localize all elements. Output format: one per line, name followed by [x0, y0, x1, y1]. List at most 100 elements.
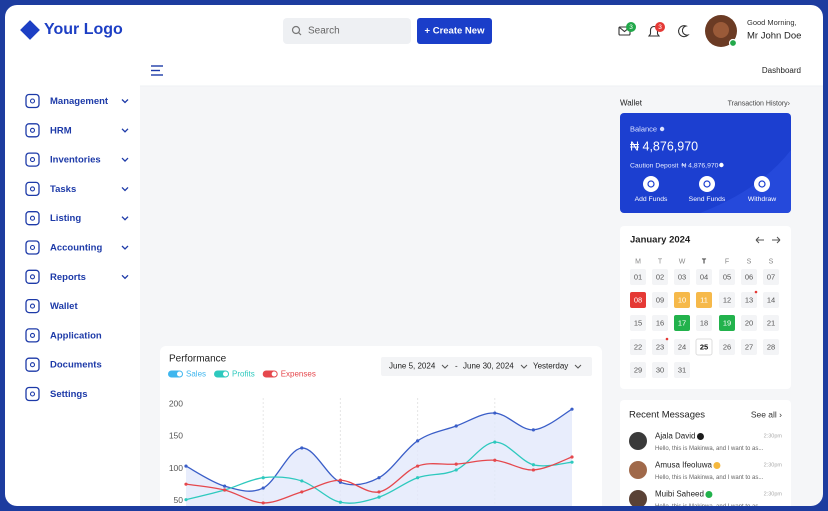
calendar-day-label[interactable]: 04 — [700, 272, 708, 281]
see-all-link[interactable]: See all › — [751, 409, 782, 419]
calendar-day-label[interactable]: 18 — [700, 318, 708, 327]
calendar-day-label[interactable]: 25 — [700, 342, 708, 351]
calendar-day-label[interactable]: 26 — [723, 342, 731, 351]
wallet-action-label[interactable]: Withdraw — [748, 196, 776, 203]
nav-label[interactable]: Reports — [50, 272, 86, 283]
calendar-day[interactable] — [763, 269, 779, 285]
legend-label[interactable]: Expenses — [281, 370, 316, 379]
calendar-day[interactable] — [719, 269, 735, 285]
calendar-day[interactable] — [696, 292, 712, 308]
search-box[interactable] — [283, 18, 411, 44]
calendar-day-label[interactable]: 01 — [634, 272, 642, 281]
message-avatar[interactable] — [629, 432, 647, 450]
calendar-day-label[interactable]: 06 — [745, 272, 753, 281]
nav-icon[interactable] — [25, 269, 40, 284]
nav-label[interactable]: Application — [50, 330, 102, 341]
nav-icon[interactable] — [25, 386, 40, 402]
wallet-action-label[interactable]: Send Funds — [689, 196, 726, 203]
nav-label[interactable]: Accounting — [50, 243, 102, 254]
calendar-day-label[interactable]: 28 — [767, 342, 775, 351]
calendar-day-label[interactable]: 15 — [634, 318, 642, 327]
nav-label[interactable]: Inventories — [50, 155, 101, 166]
calendar-day-label[interactable]: 19 — [723, 318, 731, 327]
message-sender[interactable]: Amusa Ifeoluwa — [655, 461, 712, 470]
calendar-day-label[interactable]: 29 — [634, 365, 642, 374]
calendar-day[interactable] — [763, 292, 779, 308]
wallet-action-label[interactable]: Add Funds — [635, 196, 668, 203]
calendar-day[interactable] — [652, 315, 668, 331]
calendar-day[interactable] — [674, 292, 690, 308]
nav-icon[interactable] — [25, 152, 40, 167]
nav-icon[interactable] — [25, 298, 40, 314]
wallet-action-icon[interactable] — [754, 176, 770, 192]
calendar-day-label[interactable]: 27 — [745, 342, 753, 351]
bell-icon[interactable] — [647, 25, 661, 37]
period[interactable]: Yesterday — [533, 362, 568, 371]
nav-icon[interactable] — [25, 328, 40, 343]
calendar-day-label[interactable]: 16 — [656, 318, 664, 327]
message-sender[interactable]: Muibi Saheed — [655, 490, 704, 499]
calendar-day-label[interactable]: 12 — [723, 295, 731, 304]
calendar-day[interactable] — [696, 315, 712, 331]
transaction-history-link[interactable]: Transaction History› — [728, 100, 791, 107]
nav-label[interactable]: Documents — [50, 360, 102, 371]
calendar-day-label[interactable]: 02 — [656, 272, 664, 281]
calendar-day[interactable] — [696, 269, 712, 285]
calendar-day[interactable] — [763, 339, 779, 355]
calendar-day[interactable] — [763, 315, 779, 331]
visibility-icon[interactable] — [659, 126, 665, 132]
nav-icon[interactable] — [25, 211, 40, 226]
calendar-day[interactable] — [630, 292, 646, 308]
calendar-day[interactable] — [719, 292, 735, 308]
calendar-day[interactable] — [652, 292, 668, 308]
calendar-day[interactable] — [652, 269, 668, 285]
calendar-day[interactable] — [630, 315, 646, 331]
wallet-action-icon[interactable] — [643, 176, 659, 192]
calendar-day-label[interactable]: 13 — [745, 295, 753, 304]
nav-icon[interactable] — [25, 123, 40, 138]
calendar-day[interactable] — [630, 362, 646, 378]
calendar-day-label[interactable]: 14 — [767, 295, 775, 304]
calendar-day-label[interactable]: 08 — [634, 295, 642, 304]
theme-toggle[interactable] — [678, 25, 690, 38]
calendar-day[interactable] — [630, 269, 646, 285]
calendar-day-label[interactable]: 10 — [678, 295, 686, 304]
calendar-day-label[interactable]: 09 — [656, 295, 664, 304]
calendar-day-label[interactable]: 30 — [656, 365, 664, 374]
calendar-day-label[interactable]: 07 — [767, 272, 775, 281]
calendar-day[interactable] — [630, 339, 646, 355]
nav-icon[interactable] — [25, 240, 40, 255]
nav-icon[interactable] — [25, 357, 40, 372]
calendar-day-label[interactable]: 11 — [700, 295, 708, 304]
legend-label[interactable]: Sales — [186, 370, 206, 379]
calendar-prev[interactable] — [755, 236, 764, 244]
nav-label[interactable]: Listing — [50, 213, 81, 224]
calendar-day-label[interactable]: 21 — [767, 318, 775, 327]
calendar-day-label[interactable]: 05 — [723, 272, 731, 281]
calendar-day[interactable] — [719, 339, 735, 355]
nav-label[interactable]: Wallet — [50, 301, 78, 312]
calendar-day[interactable] — [741, 269, 757, 285]
nav-icon[interactable] — [25, 181, 40, 197]
calendar-day[interactable] — [741, 292, 757, 308]
calendar-day[interactable] — [674, 269, 690, 285]
nav-label[interactable]: Settings — [50, 389, 87, 400]
calendar-day-label[interactable]: 17 — [678, 318, 686, 327]
nav-label[interactable]: Tasks — [50, 184, 76, 195]
calendar-day[interactable] — [674, 315, 690, 331]
calendar-day[interactable] — [695, 338, 713, 356]
create-button-label[interactable]: + Create New — [425, 26, 486, 37]
wallet-action-icon[interactable] — [699, 176, 715, 192]
calendar-next[interactable] — [772, 236, 781, 244]
message-avatar[interactable] — [629, 461, 647, 479]
message-sender[interactable]: Ajala David — [655, 432, 695, 441]
calendar-day-label[interactable]: 20 — [745, 318, 753, 327]
nav-icon[interactable] — [25, 93, 40, 109]
calendar-day-label[interactable]: 03 — [678, 272, 686, 281]
calendar-day-label[interactable]: 23 — [656, 342, 664, 351]
start-date[interactable]: June 5, 2024 — [389, 362, 436, 371]
calendar-day[interactable] — [652, 362, 668, 378]
calendar-day[interactable] — [741, 315, 757, 331]
end-date[interactable]: June 30, 2024 — [463, 362, 514, 371]
calendar-day[interactable] — [719, 315, 735, 331]
